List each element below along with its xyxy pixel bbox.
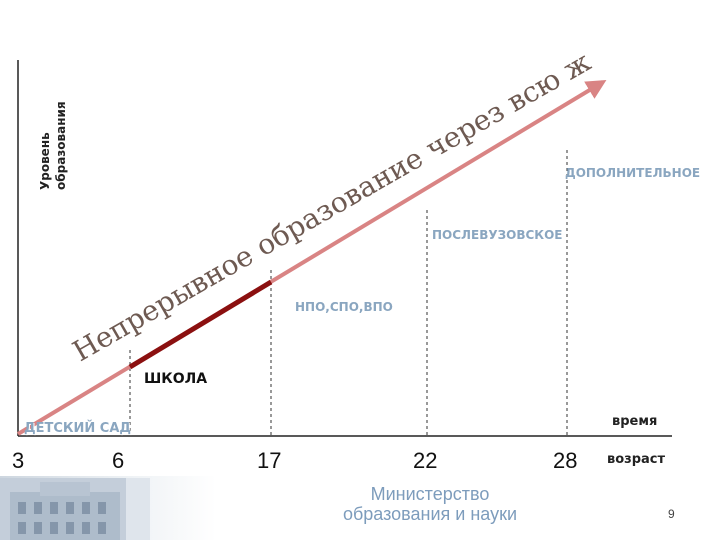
ministry-title-line2: образования и науки: [342, 504, 518, 524]
y-axis-label-line2: образования: [54, 101, 68, 190]
ministry-title: Министерство образования и науки: [300, 484, 560, 524]
level-kindergarten: ДЕТСКИЙ САД: [24, 421, 131, 436]
level-school: ШКОЛА: [144, 371, 208, 387]
y-axis-label-line1: Уровень: [38, 132, 52, 190]
age-tick-22: 22: [413, 448, 438, 473]
ministry-title-line1: Министерство: [370, 484, 490, 504]
level-postgraduate: ПОСЛЕВУЗОВСКОЕ: [432, 228, 563, 242]
level-npo-spo-vpo: НПО,СПО,ВПО: [295, 300, 393, 314]
age-tick-17: 17: [257, 448, 282, 473]
level-additional: ДОПОЛНИТЕЛЬНОЕ: [565, 166, 701, 180]
age-tick-3: 3: [12, 448, 25, 473]
lifelong-arrow: [16, 79, 607, 436]
age-tick-6: 6: [112, 448, 125, 473]
page-number: 9: [668, 507, 675, 521]
x-axis-label-time: время: [612, 414, 658, 429]
building-image: [0, 478, 150, 540]
school-segment: [128, 279, 273, 370]
y-axis-label: Уровень образования: [22, 40, 72, 190]
age-tick-28: 28: [553, 448, 578, 473]
x-axis-label-age: возраст: [607, 452, 666, 467]
